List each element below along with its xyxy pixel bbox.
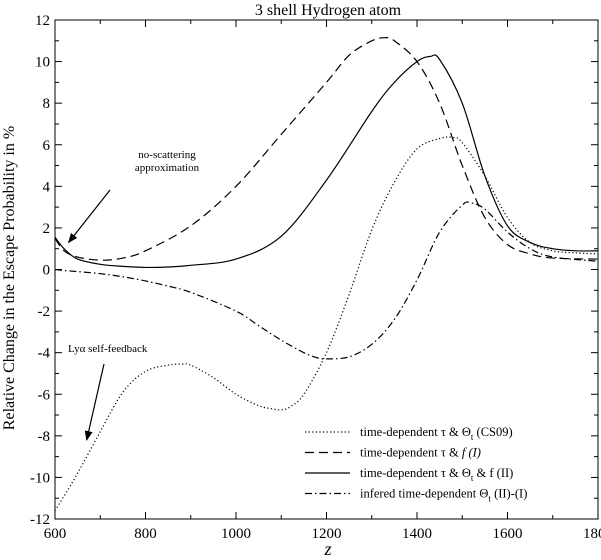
- series-line-1: [54, 136, 599, 511]
- y-tick-label: -4: [38, 346, 51, 362]
- plot-frame: [54, 19, 599, 520]
- legend-label-subscript: t: [471, 432, 474, 442]
- legend-label-text: f (I): [462, 446, 481, 460]
- annotation-no-scatter-text: no-scattering: [138, 149, 196, 161]
- annotation-lya-arrow: [84, 363, 105, 441]
- y-tick-label: -6: [38, 387, 51, 403]
- legend-label-1: time-dependent τ & Θt (CS09): [360, 425, 513, 442]
- y-tick-label: 6: [43, 138, 51, 154]
- legend-label-subscript: t: [488, 494, 491, 504]
- chart-title: 3 shell Hydrogen atom: [255, 2, 402, 19]
- legend-label-text: (CS09): [473, 425, 512, 439]
- x-tick-label: 1400: [402, 526, 432, 542]
- legend-label-4: infered time-dependent Θt (II)-(I): [360, 487, 527, 504]
- plot-border: [54, 19, 599, 520]
- y-tick-label: 0: [43, 263, 51, 279]
- y-tick-label: 4: [43, 179, 51, 195]
- annotation-no-scatter-arrow: [67, 189, 111, 244]
- series-line-3: [54, 54, 599, 269]
- legend-label-text: time-dependent τ &: [360, 446, 462, 460]
- y-tick-label: -12: [30, 512, 50, 528]
- legend-label-text: time-dependent τ & Θ: [360, 425, 471, 439]
- annotation-no-scatter-text: approximation: [135, 162, 200, 174]
- series-line-2: [54, 36, 599, 261]
- x-tick-label: 1000: [221, 526, 251, 542]
- y-tick-label: -2: [38, 304, 51, 320]
- x-tick-label: 800: [134, 526, 157, 542]
- x-tick-label: 1200: [312, 526, 342, 542]
- legend-label-text: (II)-(I): [491, 487, 527, 501]
- x-tick-label: 1800: [583, 526, 601, 542]
- legend-label-text: & f (II): [473, 466, 513, 480]
- series-layer: [54, 36, 599, 511]
- y-tick-label: -10: [30, 470, 50, 486]
- y-tick-label: 8: [43, 96, 51, 112]
- axis-ticks: 600 800 1000 1200 1400 1600 1800 -12 -10 -8 -6 -4 -2…: [30, 13, 601, 542]
- y-tick-label: 12: [35, 13, 50, 29]
- x-tick-label: 600: [44, 526, 67, 542]
- y-tick-label: 10: [35, 55, 50, 71]
- legend-label-text: infered time-dependent Θ: [360, 487, 488, 501]
- legend-label-3: time-dependent τ & Θt & f (II): [360, 466, 513, 483]
- x-tick-label: 1600: [493, 526, 523, 542]
- series-line-4: [54, 201, 599, 360]
- legend-label-2: time-dependent τ & f (I): [360, 446, 481, 460]
- legend: time-dependent τ & Θt (CS09)time-depende…: [305, 425, 527, 504]
- legend-label-subscript: t: [471, 473, 474, 483]
- y-axis-label: Relative Change in the Escape Probabilit…: [1, 126, 18, 430]
- y-tick-label: -8: [38, 429, 51, 445]
- y-tick-label: 2: [43, 221, 51, 237]
- annotation-lya-text: Lyα self-feedback: [68, 343, 148, 355]
- legend-label-text: time-dependent τ & Θ: [360, 466, 471, 480]
- x-axis-label: z: [323, 539, 331, 559]
